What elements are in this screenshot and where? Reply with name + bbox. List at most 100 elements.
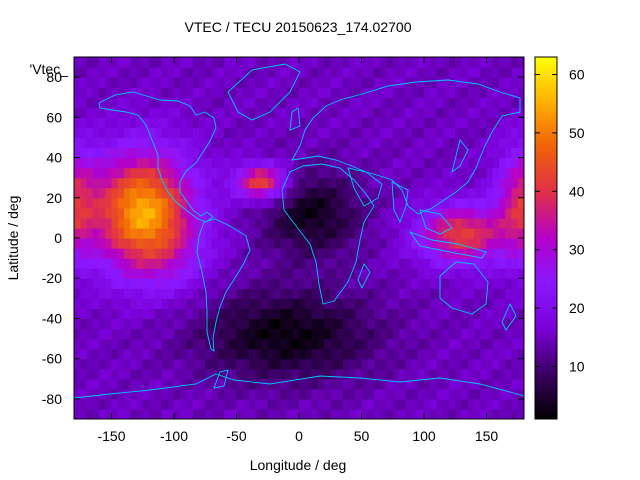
heatmap-cell bbox=[380, 358, 388, 370]
heatmap-cell bbox=[192, 358, 200, 370]
heatmap-cell bbox=[361, 238, 369, 249]
heatmap-cell bbox=[492, 187, 500, 199]
heatmap-cell bbox=[186, 388, 194, 400]
heatmap-cell bbox=[367, 217, 375, 229]
heatmap-cell bbox=[217, 248, 225, 259]
heatmap-cell bbox=[155, 147, 163, 159]
heatmap-cell bbox=[286, 398, 294, 410]
heatmap-cell bbox=[199, 368, 206, 380]
heatmap-cell bbox=[180, 398, 188, 410]
heatmap-cell bbox=[349, 408, 356, 419]
heatmap-cell bbox=[161, 207, 169, 219]
heatmap-cell bbox=[117, 207, 125, 219]
heatmap-cell bbox=[105, 278, 113, 289]
heatmap-cell bbox=[411, 107, 419, 118]
heatmap-cell bbox=[386, 87, 394, 98]
x-tick-label: -150 bbox=[97, 428, 125, 444]
heatmap-cell bbox=[80, 117, 88, 128]
heatmap-cell bbox=[242, 408, 250, 419]
heatmap-cell bbox=[505, 177, 513, 189]
heatmap-cell bbox=[349, 157, 356, 169]
heatmap-cell bbox=[486, 318, 494, 330]
heatmap-cell bbox=[492, 368, 500, 380]
heatmap-cell bbox=[117, 187, 125, 199]
heatmap-cell bbox=[467, 227, 475, 239]
heatmap-cell bbox=[117, 348, 125, 360]
heatmap-cell bbox=[386, 408, 394, 419]
heatmap-cell bbox=[161, 398, 169, 410]
heatmap-cell bbox=[86, 278, 94, 289]
heatmap-cell bbox=[224, 268, 231, 279]
heatmap-cell bbox=[336, 67, 344, 78]
heatmap-cell bbox=[455, 328, 463, 340]
coastline-japan bbox=[451, 139, 469, 174]
heatmap-cell bbox=[349, 368, 356, 380]
heatmap-cell bbox=[324, 117, 331, 128]
heatmap-cell bbox=[311, 57, 319, 68]
heatmap-cell bbox=[111, 378, 119, 390]
heatmap-cell bbox=[105, 298, 113, 309]
heatmap-cell bbox=[111, 288, 119, 299]
heatmap-cell bbox=[355, 328, 363, 340]
heatmap-cell bbox=[249, 77, 256, 88]
heatmap-cell bbox=[230, 338, 238, 350]
heatmap-cell bbox=[336, 127, 344, 139]
heatmap-cell bbox=[511, 227, 519, 239]
heatmap-cell bbox=[136, 358, 144, 370]
heatmap-cell bbox=[105, 328, 113, 340]
heatmap-cell bbox=[374, 107, 381, 118]
heatmap-cell bbox=[336, 408, 344, 419]
heatmap-cell bbox=[499, 358, 506, 370]
heatmap-cell bbox=[336, 398, 344, 410]
heatmap-cell bbox=[111, 318, 119, 330]
heatmap-cell bbox=[324, 398, 331, 410]
heatmap-cell bbox=[192, 238, 200, 249]
heatmap-cell bbox=[424, 368, 431, 380]
heatmap-cell bbox=[499, 388, 506, 400]
heatmap-cell bbox=[217, 77, 225, 88]
coastline-africa bbox=[281, 163, 375, 305]
heatmap-cell bbox=[261, 227, 269, 239]
heatmap-cell bbox=[342, 157, 350, 169]
heatmap-cell bbox=[236, 338, 244, 350]
heatmap-cell bbox=[336, 117, 344, 128]
heatmap-cell bbox=[317, 67, 325, 78]
heatmap-cell bbox=[80, 298, 88, 309]
heatmap-cell bbox=[324, 378, 331, 390]
heatmap-cell bbox=[249, 97, 256, 108]
heatmap-cell bbox=[317, 258, 325, 269]
heatmap-cell bbox=[405, 177, 413, 189]
heatmap-cell bbox=[492, 298, 500, 309]
heatmap-cell bbox=[486, 127, 494, 139]
heatmap-cell bbox=[467, 87, 475, 98]
heatmap-cell bbox=[511, 318, 519, 330]
heatmap-cell bbox=[349, 87, 356, 98]
heatmap-cell bbox=[317, 107, 325, 118]
heatmap-cell bbox=[174, 97, 181, 108]
heatmap-cell bbox=[230, 248, 238, 259]
heatmap-cell bbox=[517, 378, 524, 390]
heatmap-cell bbox=[424, 348, 431, 360]
heatmap-cell bbox=[274, 238, 281, 249]
heatmap-cell bbox=[461, 187, 469, 199]
heatmap-cell bbox=[255, 258, 263, 269]
heatmap-cell bbox=[286, 197, 294, 209]
heatmap-cell bbox=[142, 398, 150, 410]
heatmap-cell bbox=[374, 408, 381, 419]
heatmap-cell bbox=[192, 248, 200, 259]
heatmap-cell bbox=[505, 358, 513, 370]
heatmap-cell bbox=[505, 167, 513, 179]
heatmap-cell bbox=[280, 167, 288, 179]
heatmap-cell bbox=[486, 388, 494, 400]
heatmap-cell bbox=[349, 248, 356, 259]
heatmap-cell bbox=[161, 298, 169, 309]
heatmap-cell bbox=[242, 217, 250, 229]
heatmap-cell bbox=[174, 167, 181, 179]
heatmap-cell bbox=[411, 117, 419, 128]
heatmap-cell bbox=[474, 57, 481, 68]
heatmap-cell bbox=[236, 137, 244, 149]
heatmap-cell bbox=[117, 197, 125, 209]
heatmap-cell bbox=[517, 97, 524, 108]
heatmap-cell bbox=[261, 358, 269, 370]
heatmap-cell bbox=[274, 398, 281, 410]
